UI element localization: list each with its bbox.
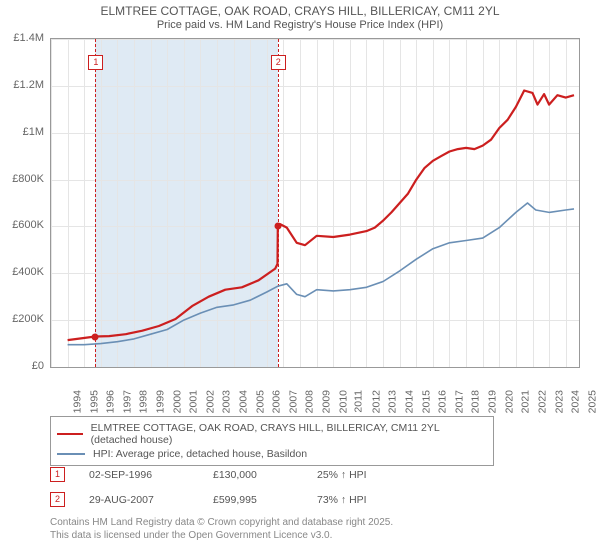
x-tick-label: 2010: [337, 390, 349, 413]
y-tick-label: £400K: [12, 266, 44, 278]
x-tick-label: 2025: [586, 390, 598, 413]
x-tick-label: 2008: [304, 390, 316, 413]
event-hpi: 25% ↑ HPI: [317, 469, 417, 481]
legend-label: HPI: Average price, detached house, Basi…: [93, 448, 307, 460]
footer-line-1: Contains HM Land Registry data © Crown c…: [50, 516, 580, 529]
y-tick-label: £600K: [12, 219, 44, 231]
legend-label: ELMTREE COTTAGE, OAK ROAD, CRAYS HILL, B…: [91, 422, 487, 446]
x-tick-label: 1998: [138, 390, 150, 413]
event-date: 02-SEP-1996: [89, 469, 189, 481]
legend-row: ELMTREE COTTAGE, OAK ROAD, CRAYS HILL, B…: [57, 421, 487, 447]
x-tick-label: 2018: [470, 390, 482, 413]
price-marker: [274, 223, 281, 230]
x-tick-label: 1997: [121, 390, 133, 413]
x-tick-label: 2000: [171, 390, 183, 413]
y-tick-label: £1M: [23, 126, 44, 138]
y-tick-label: £1.2M: [13, 79, 44, 91]
chart-area: £0£200K£400K£600K£800K£1M£1.2M£1.4M 12 1…: [0, 38, 600, 408]
x-tick-label: 2006: [271, 390, 283, 413]
x-tick-label: 2003: [221, 390, 233, 413]
event-row: 2 29-AUG-2007 £599,995 73% ↑ HPI: [50, 487, 580, 512]
footer-line-2: This data is licensed under the Open Gov…: [50, 529, 580, 542]
legend-swatch: [57, 453, 85, 455]
x-axis-labels: 1994199519961997199819992000200120022003…: [50, 370, 580, 406]
y-tick-label: £800K: [12, 173, 44, 185]
x-tick-label: 2023: [553, 390, 565, 413]
legend-row: HPI: Average price, detached house, Basi…: [57, 447, 487, 461]
legend: ELMTREE COTTAGE, OAK ROAD, CRAYS HILL, B…: [50, 416, 494, 466]
callout-marker: 1: [88, 55, 103, 70]
x-tick-label: 2002: [204, 390, 216, 413]
y-tick-label: £200K: [12, 313, 44, 325]
y-tick-label: £0: [32, 360, 44, 372]
legend-swatch: [57, 433, 83, 435]
event-marker: 1: [50, 467, 65, 482]
x-tick-label: 2016: [437, 390, 449, 413]
event-date: 29-AUG-2007: [89, 494, 189, 506]
price-marker: [92, 333, 99, 340]
series-elmtree: [68, 91, 574, 341]
x-tick-label: 2015: [420, 390, 432, 413]
event-marker: 2: [50, 492, 65, 507]
x-tick-label: 1999: [154, 390, 166, 413]
x-tick-label: 2020: [503, 390, 515, 413]
y-tick-label: £1.4M: [13, 32, 44, 44]
x-tick-label: 1996: [105, 390, 117, 413]
x-tick-label: 1995: [88, 390, 100, 413]
events-table: 1 02-SEP-1996 £130,000 25% ↑ HPI 2 29-AUG-200…: [50, 462, 580, 512]
chart-svg: [51, 39, 579, 367]
plot-area: 12: [50, 38, 580, 368]
x-tick-label: 1994: [71, 390, 83, 413]
x-tick-label: 2024: [569, 390, 581, 413]
series-hpi: [68, 203, 574, 345]
y-axis-labels: £0£200K£400K£600K£800K£1M£1.2M£1.4M: [0, 38, 48, 368]
event-hpi: 73% ↑ HPI: [317, 494, 417, 506]
x-tick-label: 2022: [536, 390, 548, 413]
x-tick-label: 2019: [486, 390, 498, 413]
x-tick-label: 2009: [320, 390, 332, 413]
callout-marker: 2: [271, 55, 286, 70]
footer: Contains HM Land Registry data © Crown c…: [50, 516, 580, 542]
event-price: £130,000: [213, 469, 293, 481]
x-tick-label: 2017: [453, 390, 465, 413]
chart-subtitle: Price paid vs. HM Land Registry's House …: [0, 18, 600, 31]
x-tick-label: 2012: [370, 390, 382, 413]
event-price: £599,995: [213, 494, 293, 506]
x-tick-label: 2007: [287, 390, 299, 413]
x-tick-label: 2013: [387, 390, 399, 413]
x-tick-label: 2021: [520, 390, 532, 413]
x-tick-label: 2014: [403, 390, 415, 413]
x-tick-label: 2005: [254, 390, 266, 413]
chart-title: ELMTREE COTTAGE, OAK ROAD, CRAYS HILL, B…: [0, 0, 600, 18]
chart-container: ELMTREE COTTAGE, OAK ROAD, CRAYS HILL, B…: [0, 0, 600, 560]
x-tick-label: 2001: [188, 390, 200, 413]
x-tick-label: 2011: [353, 390, 365, 413]
event-row: 1 02-SEP-1996 £130,000 25% ↑ HPI: [50, 462, 580, 487]
x-tick-label: 2004: [237, 390, 249, 413]
